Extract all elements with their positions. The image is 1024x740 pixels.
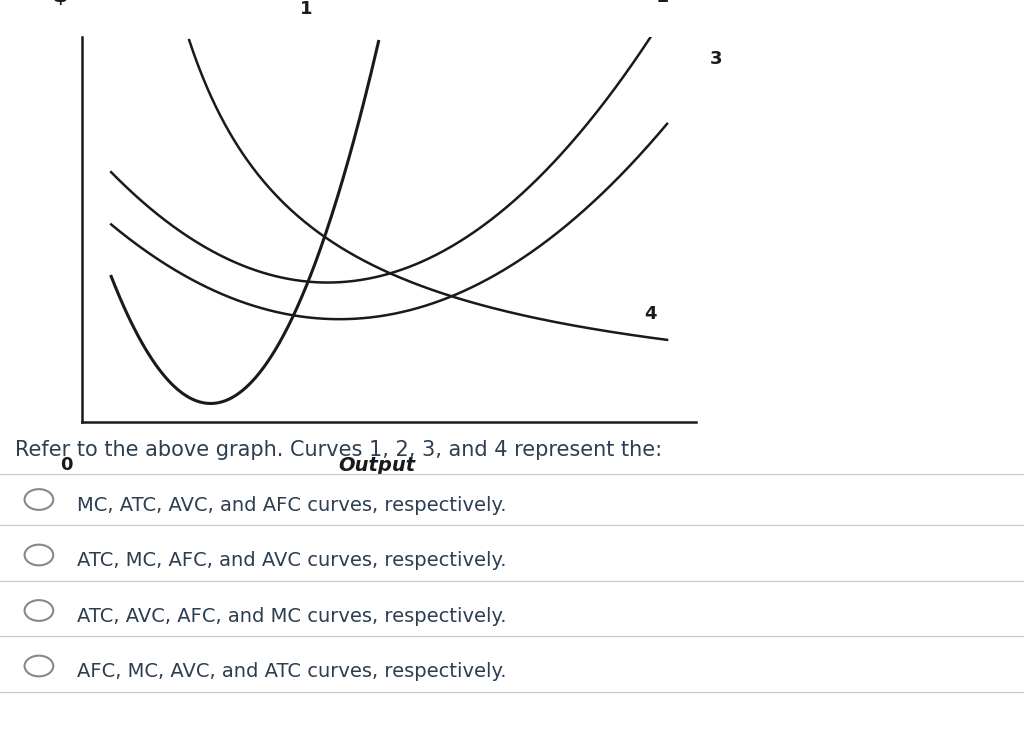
Text: 0: 0 (60, 457, 73, 474)
Text: Output: Output (338, 457, 416, 475)
Text: Refer to the above graph. Curves 1, 2, 3, and 4 represent the:: Refer to the above graph. Curves 1, 2, 3… (15, 440, 663, 460)
Text: AFC, MC, AVC, and ATC curves, respectively.: AFC, MC, AVC, and ATC curves, respective… (77, 662, 506, 682)
Text: 4: 4 (644, 305, 657, 323)
Text: MC, ATC, AVC, and AFC curves, respectively.: MC, ATC, AVC, and AFC curves, respective… (77, 496, 506, 515)
Text: ATC, AVC, AFC, and MC curves, respectively.: ATC, AVC, AFC, and MC curves, respective… (77, 607, 506, 626)
Text: 3: 3 (710, 50, 723, 68)
Text: 1: 1 (300, 0, 313, 18)
Text: $: $ (52, 0, 69, 6)
Text: 2: 2 (656, 0, 669, 6)
Text: ATC, MC, AFC, and AVC curves, respectively.: ATC, MC, AFC, and AVC curves, respective… (77, 551, 506, 571)
